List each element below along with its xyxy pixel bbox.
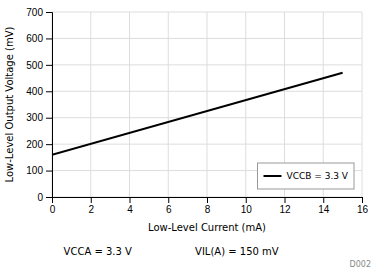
grid xyxy=(52,12,362,197)
tick-mark xyxy=(207,197,208,203)
tick-label: 200 xyxy=(26,139,43,150)
grid-line xyxy=(362,12,363,197)
tick: 4 xyxy=(127,197,133,215)
tick-label: 700 xyxy=(26,7,43,18)
grid-line xyxy=(52,91,362,92)
tick: 600 xyxy=(26,33,52,44)
tick-mark xyxy=(46,12,52,13)
tick-label: 0 xyxy=(50,204,56,215)
axis-line xyxy=(53,198,363,204)
x-axis-title: Low-Level Current (mA) xyxy=(148,222,266,233)
tick-label: 0 xyxy=(37,192,43,203)
annotation: VCCA = 3.3 V xyxy=(64,246,132,257)
legend-frame xyxy=(258,163,355,189)
tick-mark xyxy=(46,118,52,119)
tick-label: 14 xyxy=(318,204,330,215)
tick: 700 xyxy=(26,7,52,18)
tick: 6 xyxy=(166,197,172,215)
tick-label: 100 xyxy=(26,165,43,176)
series-line xyxy=(52,73,343,155)
tick-mark xyxy=(46,91,52,92)
tick-label: 600 xyxy=(26,33,43,44)
tick: 400 xyxy=(26,86,52,97)
tick-label: 10 xyxy=(241,204,253,215)
tick-mark xyxy=(46,38,52,39)
tick: 100 xyxy=(26,165,52,176)
tick-mark xyxy=(362,197,363,203)
tick: 200 xyxy=(26,139,52,150)
grid-line xyxy=(52,64,362,65)
grid-line xyxy=(52,117,362,118)
legend-label: VCCB = 3.3 V xyxy=(287,171,349,181)
tick: 8 xyxy=(205,197,211,215)
tick-mark xyxy=(246,197,247,203)
y-axis-title: Low-Level Output Voltage (mV) xyxy=(4,26,15,182)
tick-mark xyxy=(323,197,324,203)
tick: 2 xyxy=(88,197,94,215)
tick-mark xyxy=(285,197,286,203)
grid-line xyxy=(52,38,362,39)
tick-label: 400 xyxy=(26,86,43,97)
tick: 14 xyxy=(318,197,330,215)
tick-label: 6 xyxy=(166,204,172,215)
grid-line xyxy=(90,12,91,197)
chart: 0 2 4 6 8 10 12 14 16 0 100 200 300 400 500 600 700 VCCB … xyxy=(0,0,376,271)
grid-line xyxy=(207,12,208,197)
tick-mark xyxy=(168,197,169,203)
tick: 0 xyxy=(37,192,52,203)
tick-label: 12 xyxy=(279,204,291,215)
tick-mark xyxy=(46,171,52,172)
grid-line xyxy=(129,12,130,197)
tick-label: 500 xyxy=(26,60,43,71)
y-axis: 0 100 200 300 400 500 600 700 xyxy=(26,7,52,203)
grid-line xyxy=(245,12,246,197)
tick: 12 xyxy=(279,197,291,215)
tick-label: 8 xyxy=(205,204,211,215)
tick-label: 2 xyxy=(88,204,94,215)
plot: 0 2 4 6 8 10 12 14 16 0 100 200 300 400 500 600 700 VCCB … xyxy=(26,7,368,215)
tick: 16 xyxy=(357,197,369,215)
tick-mark xyxy=(130,197,131,203)
tick-label: 300 xyxy=(26,112,43,123)
tick-mark xyxy=(46,65,52,66)
grid-line xyxy=(168,12,169,197)
legend: VCCB = 3.3 V xyxy=(258,163,355,189)
tick-mark xyxy=(46,197,52,198)
grid-line xyxy=(52,12,362,13)
grid-line xyxy=(52,144,362,145)
tick: 300 xyxy=(26,112,52,123)
x-axis: 0 2 4 6 8 10 12 14 16 xyxy=(50,197,369,215)
annotation: VIL(A) = 150 mV xyxy=(195,246,279,257)
tick-mark xyxy=(91,197,92,203)
tick-label: 16 xyxy=(357,204,369,215)
annotation: D002 xyxy=(350,260,371,269)
series-group xyxy=(52,73,343,155)
tick: 0 xyxy=(50,197,56,215)
tick: 10 xyxy=(241,197,253,215)
legend-swatch xyxy=(264,175,282,177)
tick-label: 4 xyxy=(127,204,133,215)
tick-mark xyxy=(46,144,52,145)
axis-line xyxy=(46,13,53,198)
tick: 500 xyxy=(26,60,52,71)
